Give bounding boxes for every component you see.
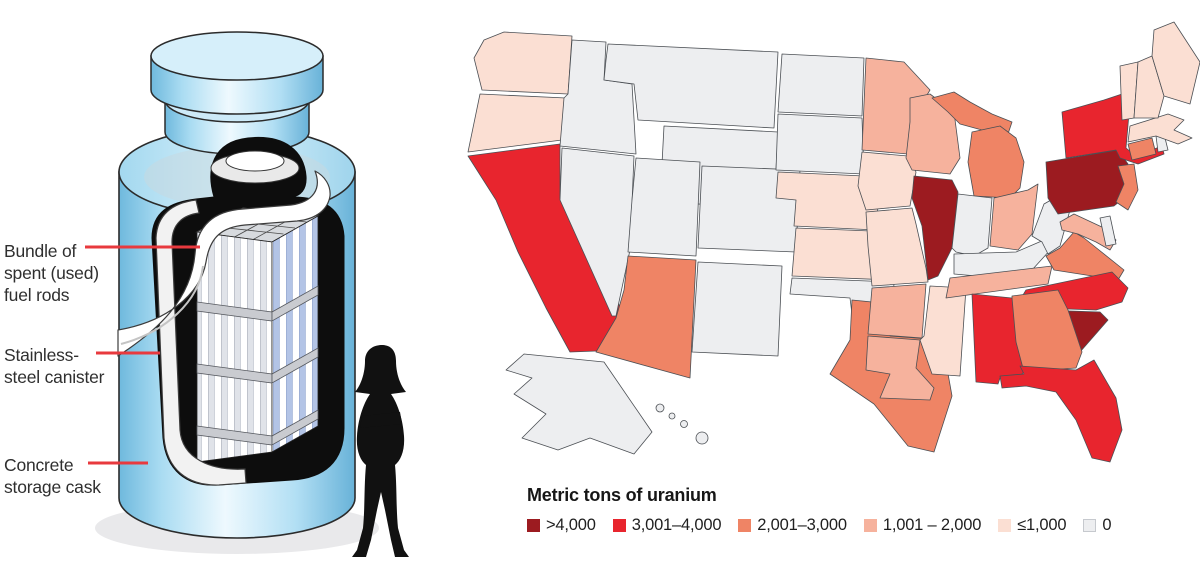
state-pa	[1045, 149, 1129, 215]
legend-swatch-1001-2000	[863, 519, 877, 532]
state-nd	[777, 53, 865, 117]
state-oh	[989, 183, 1039, 251]
legend-item-2001-3000: 2,001–3,000	[738, 516, 847, 535]
legend-swatch-3001-4000	[612, 519, 626, 532]
label-concrete-cask: Concrete storage cask	[4, 455, 101, 497]
us-choropleth-map	[467, 21, 1200, 463]
state-me	[1151, 21, 1200, 105]
state-hi	[655, 403, 665, 413]
legend-swatch-zero	[1083, 519, 1097, 532]
legend-item-1001-2000: 1,001 – 2,000	[863, 516, 982, 535]
legend-row: >4,000 3,001–4,000 2,001–3,000 1,001 – 2…	[527, 516, 1112, 535]
legend-item-gt4000: >4,000	[527, 516, 596, 535]
state-hi	[695, 431, 709, 445]
state-mi-lower	[967, 125, 1025, 199]
legend-item-zero: 0	[1083, 516, 1112, 535]
state-ct	[1127, 137, 1157, 161]
label-stainless-canister: Stainless- steel canister	[4, 345, 105, 387]
legend-swatch-lte1000	[998, 519, 1012, 532]
state-nj	[1115, 163, 1139, 211]
state-wa	[473, 31, 573, 95]
legend-title: Metric tons of uranium	[527, 485, 717, 505]
state-ar	[867, 283, 927, 339]
state-va	[1045, 231, 1125, 281]
legend-label-1001-2000: 1,001 – 2,000	[882, 516, 982, 534]
state-nv	[559, 147, 635, 317]
state-id	[559, 39, 637, 155]
map-legend: Metric tons of uranium >4,000 3,001–4,00…	[527, 485, 1112, 535]
legend-label-zero: 0	[1102, 516, 1112, 534]
person-silhouette	[352, 345, 409, 557]
legend-swatch-2001-3000	[738, 519, 752, 532]
legend-item-lte1000: ≤1,000	[998, 516, 1067, 535]
canister-lid	[210, 150, 300, 184]
cut-concrete-surface	[117, 170, 331, 357]
state-md	[1059, 213, 1117, 251]
state-tn	[945, 265, 1053, 299]
leader-lines	[85, 245, 200, 465]
state-nm	[691, 261, 783, 357]
state-mo	[865, 207, 929, 287]
state-mt	[603, 43, 779, 129]
legend-item-3001-4000: 3,001–4,000	[612, 516, 722, 535]
fuel-rod-bundle	[195, 207, 320, 463]
legend-label-gt4000: >4,000	[546, 516, 596, 534]
state-la	[865, 335, 935, 401]
legend-swatch-gt4000	[527, 519, 540, 532]
state-sd	[775, 113, 865, 175]
state-fl	[999, 359, 1123, 463]
state-il	[911, 175, 959, 281]
state-hi	[680, 420, 688, 428]
state-ma	[1127, 113, 1193, 145]
state-hi	[668, 412, 676, 420]
stainless-canister-wall	[155, 199, 247, 486]
legend-label-lte1000: ≤1,000	[1017, 516, 1067, 534]
state-or	[467, 93, 567, 153]
state-az	[595, 255, 697, 379]
state-mi-upper	[931, 91, 1013, 135]
state-de	[1099, 215, 1117, 247]
label-fuel-rod-bundle: Bundle of spent (used) fuel rods	[4, 241, 99, 305]
state-in	[951, 193, 993, 257]
legend-label-3001-4000: 3,001–4,000	[631, 516, 722, 534]
state-ut	[627, 157, 701, 257]
cask-lid	[150, 31, 324, 155]
state-ak	[505, 353, 653, 455]
cask-illustration	[85, 31, 409, 557]
legend-label-2001-3000: 2,001–3,000	[757, 516, 847, 534]
